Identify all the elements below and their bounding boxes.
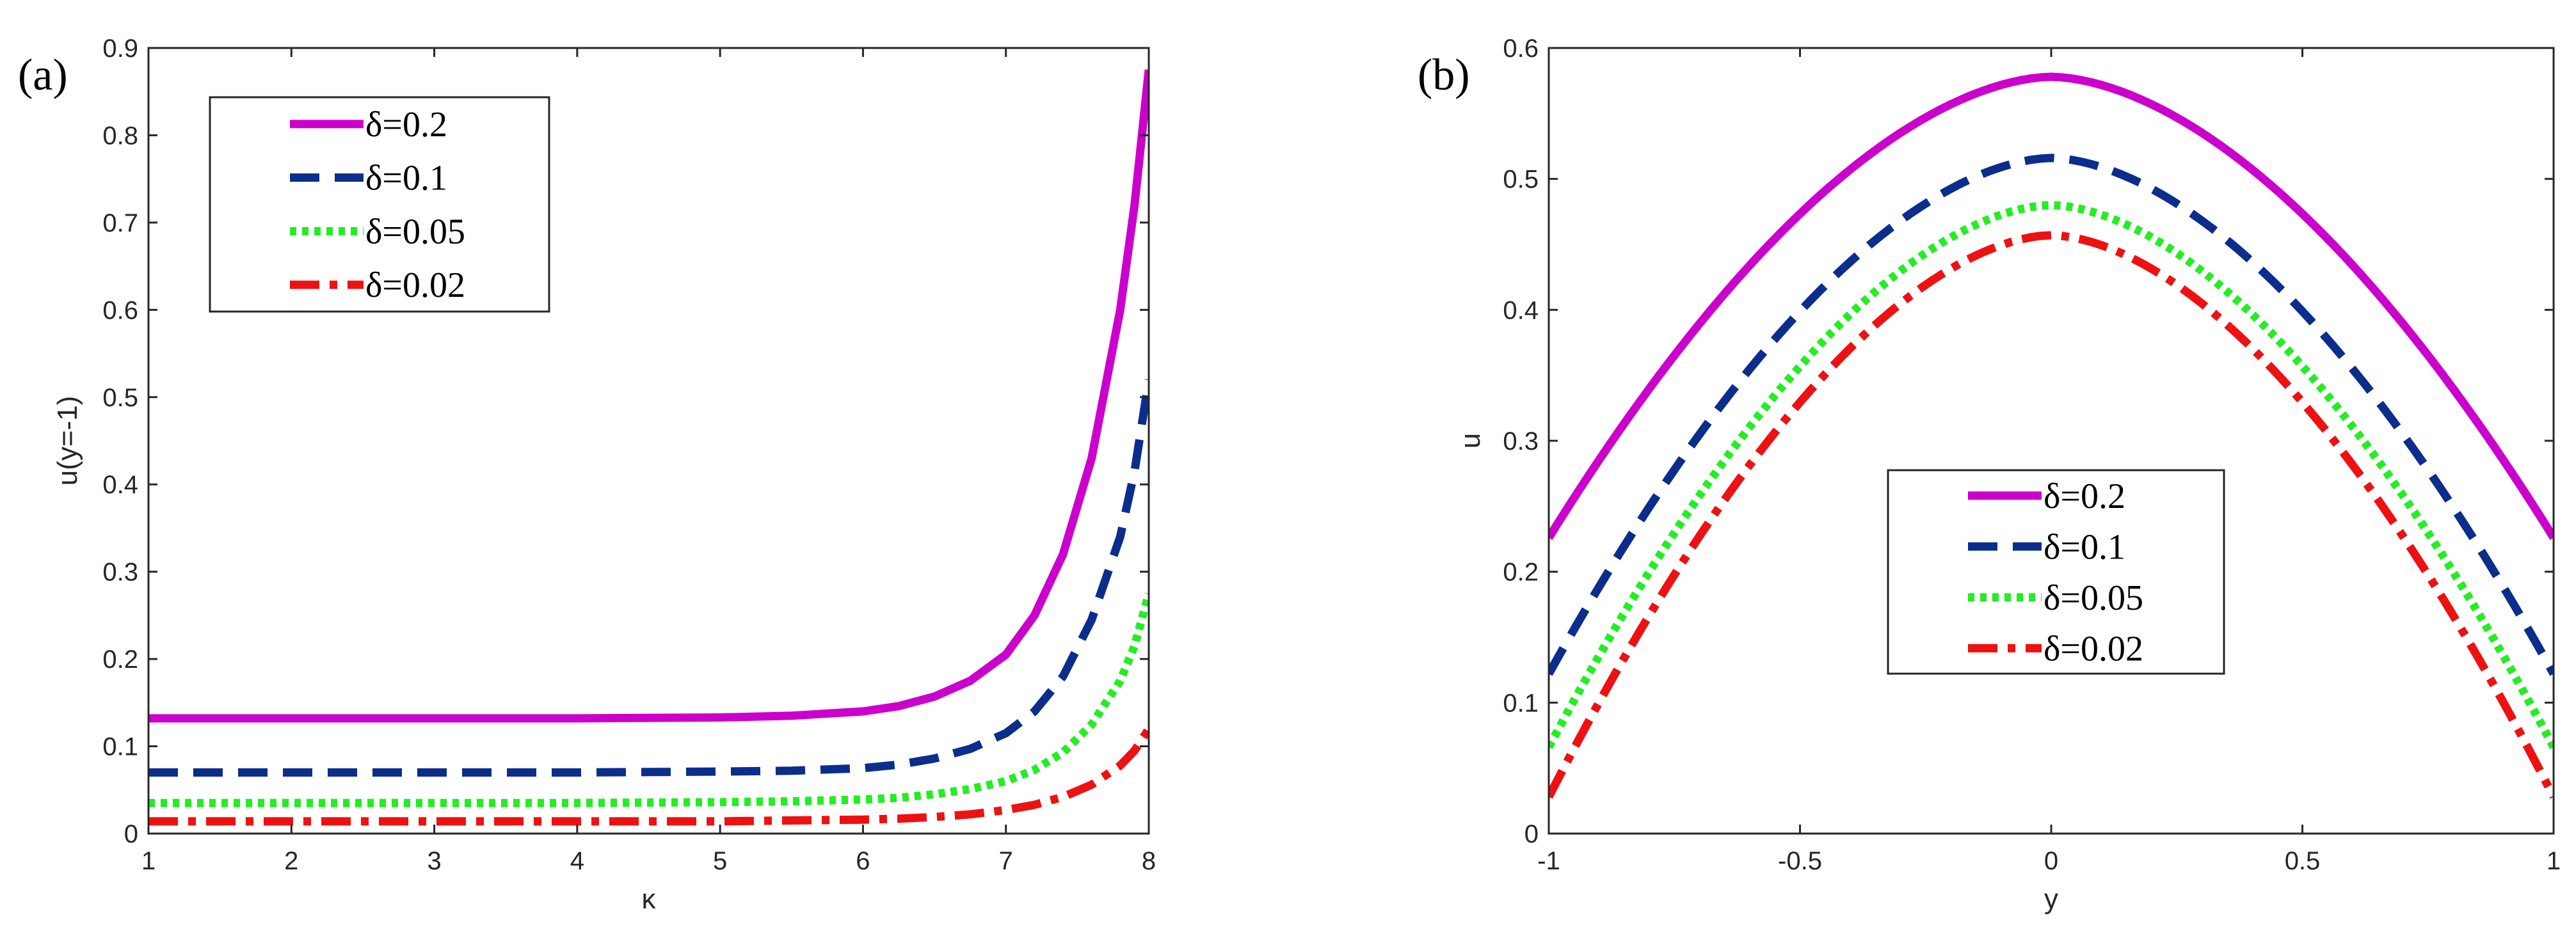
y-tick-label: 0.3 <box>102 558 138 587</box>
x-tick-label: 0 <box>2044 847 2058 875</box>
x-tick-label: 3 <box>427 847 441 875</box>
y-tick-label: 0.6 <box>1503 35 1539 63</box>
y-tick-label: 0.1 <box>102 733 138 761</box>
y-tick-label: 0.2 <box>102 645 138 674</box>
panel-b: (b) -1 -0.5 0 0.5 1 0 0.1 0.2 0.3 0.4 0.5 0.6 y u δ=0.2… <box>1418 35 2561 915</box>
y-tick-label: 0.4 <box>1503 296 1539 324</box>
y-tick-label: 0.4 <box>102 471 138 499</box>
series-line-0 <box>148 69 1149 723</box>
y-tick-label: 0.9 <box>102 35 138 63</box>
legend-label-0: δ=0.2 <box>2044 477 2125 516</box>
legend-label-1: δ=0.1 <box>2044 527 2125 567</box>
legend: δ=0.2 δ=0.1 δ=0.05 δ=0.02 <box>209 96 550 313</box>
legend-label-0: δ=0.2 <box>365 105 447 145</box>
y-tick-label: 0 <box>1524 820 1539 848</box>
legend-label-2: δ=0.05 <box>2044 578 2143 618</box>
y-axis-label: u <box>1455 433 1486 448</box>
x-axis-label: κ <box>642 883 657 915</box>
x-tick-label: -0.5 <box>1778 847 1822 875</box>
legend-label-3: δ=0.02 <box>2044 629 2143 669</box>
x-tick-label: 7 <box>999 847 1013 875</box>
y-tick-label: 0 <box>124 820 138 848</box>
y-tick-label: 0.5 <box>102 384 138 412</box>
series-line-2 <box>148 592 1149 807</box>
legend-label-3: δ=0.02 <box>365 265 465 305</box>
y-tick-label: 0.8 <box>102 122 138 150</box>
panel-label: (b) <box>1418 51 1470 100</box>
x-tick-label: 8 <box>1142 847 1156 875</box>
y-tick-label: 0.6 <box>102 296 138 324</box>
legend-label-2: δ=0.05 <box>365 212 465 251</box>
x-tick-label: 1 <box>141 847 156 875</box>
series-line-1 <box>1549 154 2554 676</box>
x-tick-label: 1 <box>2547 847 2561 875</box>
axes-box <box>147 47 1150 835</box>
legend-box <box>1887 469 2225 675</box>
legend-box <box>209 96 550 313</box>
x-tick-label: 0.5 <box>2285 847 2321 875</box>
series-line-1 <box>148 379 1149 777</box>
series-line-3 <box>1549 231 2554 799</box>
series-line-0 <box>1549 72 2554 540</box>
legend-label-1: δ=0.1 <box>365 159 447 198</box>
x-axis-label: y <box>2044 883 2058 915</box>
x-tick-label: -1 <box>1537 847 1560 875</box>
x-tick-label: 6 <box>856 847 870 875</box>
y-tick-label: 0.7 <box>102 209 138 237</box>
y-axis-label: u(y=-1) <box>52 396 83 486</box>
x-tick-label: 2 <box>284 847 298 875</box>
y-tick-label: 0.1 <box>1503 689 1539 717</box>
legend: δ=0.2 δ=0.1 δ=0.05 δ=0.02 <box>1887 469 2225 675</box>
panel-a: (a) 1 2 3 4 5 6 7 8 0 0.1 0.2 0.3 0.4 0.5 0.6 0.7 0.8 0.9 κ… <box>18 35 1156 915</box>
y-tick-label: 0.2 <box>1503 558 1539 587</box>
panel-label: (a) <box>18 51 68 100</box>
y-tick-label: 0.5 <box>1503 166 1539 194</box>
x-tick-label: 5 <box>713 847 727 875</box>
x-tick-label: 4 <box>570 847 584 875</box>
y-tick-label: 0.3 <box>1503 427 1539 455</box>
